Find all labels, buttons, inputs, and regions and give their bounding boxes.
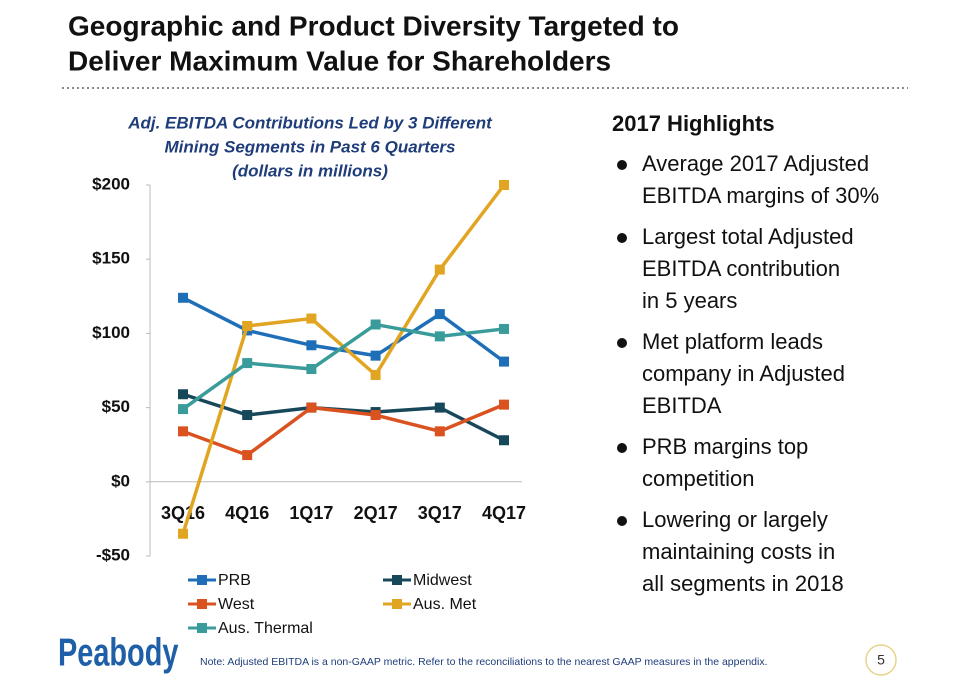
y-tick-label: $50 xyxy=(102,397,130,416)
point xyxy=(370,410,381,421)
y-tick-label: $150 xyxy=(92,249,130,268)
series-line xyxy=(181,322,505,411)
y-tick-label: $0 xyxy=(111,471,130,490)
highlight-text: Average 2017 Adjusted xyxy=(642,151,869,176)
y-tick-label: $200 xyxy=(92,174,130,193)
point xyxy=(434,309,445,320)
bullet xyxy=(617,233,627,243)
highlight-text: maintaining costs in xyxy=(642,539,835,564)
point xyxy=(306,402,317,413)
highlight-text: Met platform leads xyxy=(642,329,823,354)
y-tick-label: $100 xyxy=(92,323,130,342)
x-tick-label: 3Q16 xyxy=(161,503,205,523)
point xyxy=(499,399,509,410)
x-tick-label: 4Q17 xyxy=(482,503,526,523)
highlight-text: all segments in 2018 xyxy=(642,571,844,596)
legend-label: Midwest xyxy=(413,572,472,589)
highlight-text: EBITDA contribution xyxy=(642,256,840,281)
chart-subtitle: (dollars in millions) xyxy=(232,161,388,180)
point xyxy=(306,313,317,324)
bullet xyxy=(617,160,627,170)
point xyxy=(434,402,445,413)
highlight-text: EBITDA margins of 30% xyxy=(642,183,879,208)
highlight-text: PRB margins top xyxy=(642,434,808,459)
point xyxy=(178,404,188,415)
point xyxy=(499,356,509,367)
x-tick-label: 3Q17 xyxy=(418,503,462,523)
x-tick-label: 1Q17 xyxy=(289,503,333,523)
x-tick-label: 4Q16 xyxy=(225,503,269,523)
legend-label: West xyxy=(218,596,255,613)
bullet xyxy=(617,443,627,453)
point xyxy=(370,369,381,380)
legend-marker xyxy=(392,575,402,585)
point xyxy=(499,323,509,334)
point xyxy=(242,358,253,369)
highlight-text: EBITDA xyxy=(642,393,722,418)
highlight-text: Lowering or largely xyxy=(642,507,828,532)
series-line xyxy=(182,392,505,442)
y-tick-label: -$50 xyxy=(96,545,130,564)
point xyxy=(370,319,381,330)
point xyxy=(242,320,253,331)
slide-title: Deliver Maximum Value for Shareholders xyxy=(68,45,611,76)
legend-marker xyxy=(392,599,402,609)
legend-label: Aus. Thermal xyxy=(218,620,313,637)
point xyxy=(178,528,188,539)
page-number: 5 xyxy=(877,652,885,668)
point xyxy=(434,426,445,437)
highlight-text: Largest total Adjusted xyxy=(642,224,854,249)
chart-title: Adj. EBITDA Contributions Led by 3 Diffe… xyxy=(127,113,493,132)
chart-title: Mining Segments in Past 6 Quarters xyxy=(165,137,456,156)
point xyxy=(178,426,188,437)
series-line xyxy=(182,403,505,458)
point xyxy=(370,350,381,361)
legend-marker xyxy=(197,599,207,609)
point xyxy=(434,264,445,275)
point xyxy=(242,450,253,461)
point xyxy=(306,364,317,375)
highlight-text: competition xyxy=(642,466,755,491)
legend-label: Aus. Met xyxy=(413,596,477,613)
logo: Peabody xyxy=(58,631,178,674)
point xyxy=(434,331,445,342)
slide-title: Geographic and Product Diversity Targete… xyxy=(68,10,679,41)
point xyxy=(306,340,317,351)
bullet xyxy=(617,516,627,526)
point xyxy=(178,389,188,400)
highlights-title: 2017 Highlights xyxy=(612,111,775,136)
footnote: Note: Adjusted EBITDA is a non-GAAP metr… xyxy=(200,656,768,668)
series-line xyxy=(182,296,506,364)
highlight-text: in 5 years xyxy=(642,288,737,313)
legend-label: PRB xyxy=(218,572,251,589)
x-tick-label: 2Q17 xyxy=(354,503,398,523)
bullet xyxy=(617,338,627,348)
highlight-text: company in Adjusted xyxy=(642,361,845,386)
point xyxy=(499,180,509,190)
legend-marker xyxy=(197,575,207,585)
point xyxy=(242,410,253,421)
point xyxy=(178,292,188,303)
legend-marker xyxy=(197,623,207,633)
page-badge xyxy=(865,644,897,676)
point xyxy=(499,435,509,446)
